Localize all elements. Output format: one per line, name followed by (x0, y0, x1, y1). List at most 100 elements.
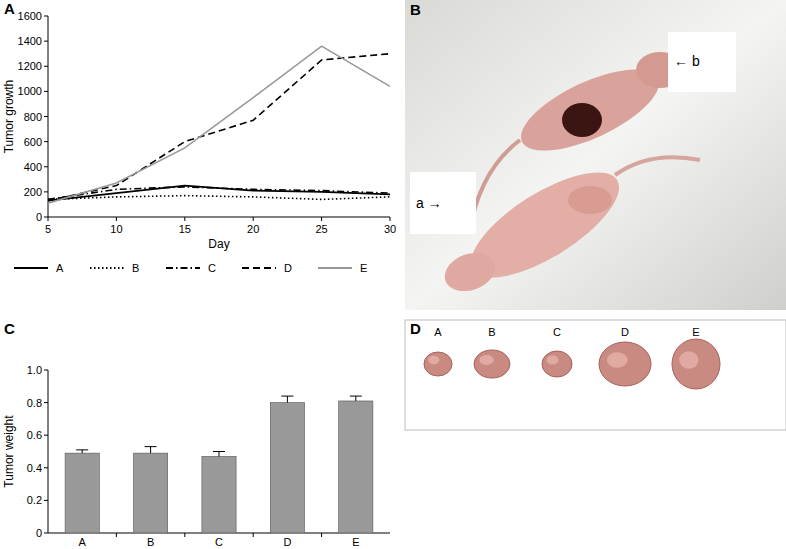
y-tick (44, 217, 48, 218)
x-tick-label: E (352, 536, 359, 548)
y-tick-label: 1600 (18, 10, 42, 22)
error-stem (287, 396, 288, 403)
photo-label: C (553, 326, 561, 338)
legend-swatch (318, 267, 352, 269)
x-tick-label: A (79, 536, 87, 548)
x-tick-label: B (147, 536, 154, 548)
y-tick-label: 200 (24, 186, 42, 198)
tumor-highlight (607, 352, 628, 367)
tumor (424, 352, 452, 376)
y-tick-label: 800 (24, 111, 42, 123)
y-axis-label: Tumor growth (2, 80, 16, 154)
error-cap (281, 396, 293, 397)
y-tick-label: 1400 (18, 35, 42, 47)
error-bar (350, 396, 362, 401)
error-cap (76, 449, 88, 450)
photo-label: A (434, 326, 442, 338)
photo-label: E (692, 326, 699, 338)
tumor-highlight (479, 355, 493, 365)
label-box (410, 172, 476, 234)
y-tick-label: 0.8 (27, 397, 42, 409)
error-cap (145, 446, 157, 447)
mouse-tail (615, 157, 700, 175)
error-bar (145, 447, 157, 454)
x-axis-label: Day (208, 237, 229, 251)
y-tick (44, 91, 48, 92)
photo-label: a → (416, 195, 442, 211)
tumor-highlight (679, 351, 698, 369)
bar (134, 453, 168, 533)
plot-area (48, 46, 390, 203)
plot-area (65, 396, 373, 533)
y-tick-label: 0 (36, 211, 42, 223)
y-tick (44, 500, 48, 501)
panel-label: D (410, 320, 421, 337)
error-stem (219, 452, 220, 457)
x-tick-label: 5 (45, 223, 51, 235)
tumor (542, 351, 572, 377)
figure: A020040060080010001200140016005101520253… (0, 0, 786, 549)
y-tick-label: 1200 (18, 60, 42, 72)
tumor-highlight (428, 356, 439, 364)
photo-background (405, 0, 786, 310)
y-axis (48, 370, 49, 533)
panel-label: B (410, 1, 421, 18)
bar (202, 456, 236, 533)
y-tick-label: 0 (36, 527, 42, 539)
error-bar (281, 396, 293, 403)
tumor (672, 339, 720, 389)
error-bar (213, 452, 225, 457)
tumor (599, 342, 651, 386)
tumor (562, 103, 602, 137)
x-tick (48, 217, 49, 221)
y-tick-label: 0.4 (27, 462, 42, 474)
legend-label: E (360, 262, 367, 274)
y-axis-label: Tumor weight (2, 415, 16, 488)
bar (339, 401, 373, 533)
legend-swatch (14, 267, 48, 269)
panel-label: A (4, 0, 15, 17)
y-tick (44, 533, 48, 534)
y-tick-label: 400 (24, 161, 42, 173)
y-tick (44, 370, 48, 371)
x-tick (116, 217, 117, 221)
y-tick (44, 16, 48, 17)
x-tick-label: 25 (315, 223, 327, 235)
legend-label: D (284, 262, 292, 274)
x-axis (48, 217, 390, 218)
x-tick (184, 217, 185, 221)
category-separator (253, 533, 254, 537)
error-cap (350, 396, 362, 397)
panel-label: C (4, 320, 15, 337)
y-tick (44, 66, 48, 67)
legend-swatch (166, 267, 200, 269)
category-separator (116, 533, 117, 537)
category-separator (184, 533, 185, 537)
photo-label: ← b (674, 53, 700, 69)
y-tick (44, 41, 48, 42)
x-tick-label: 15 (179, 223, 191, 235)
x-tick-label: D (283, 536, 291, 548)
y-tick (44, 141, 48, 142)
y-tick (44, 166, 48, 167)
photo-background (405, 320, 786, 430)
mouse-head (439, 246, 500, 298)
y-tick (44, 402, 48, 403)
tumor (568, 186, 612, 214)
y-tick-label: 600 (24, 136, 42, 148)
x-tick (253, 217, 254, 221)
x-tick-label: 20 (247, 223, 259, 235)
x-tick-label: 30 (384, 223, 396, 235)
legend-label: C (208, 262, 216, 274)
error-stem (150, 447, 151, 454)
photo-label: D (621, 326, 629, 338)
y-tick-label: 1000 (18, 85, 42, 97)
y-tick (44, 435, 48, 436)
legend-swatch (242, 267, 276, 269)
tumor (474, 350, 510, 378)
x-tick (321, 217, 322, 221)
category-separator (321, 533, 322, 537)
series-line (48, 196, 390, 200)
y-tick (44, 191, 48, 192)
error-stem (355, 396, 356, 401)
